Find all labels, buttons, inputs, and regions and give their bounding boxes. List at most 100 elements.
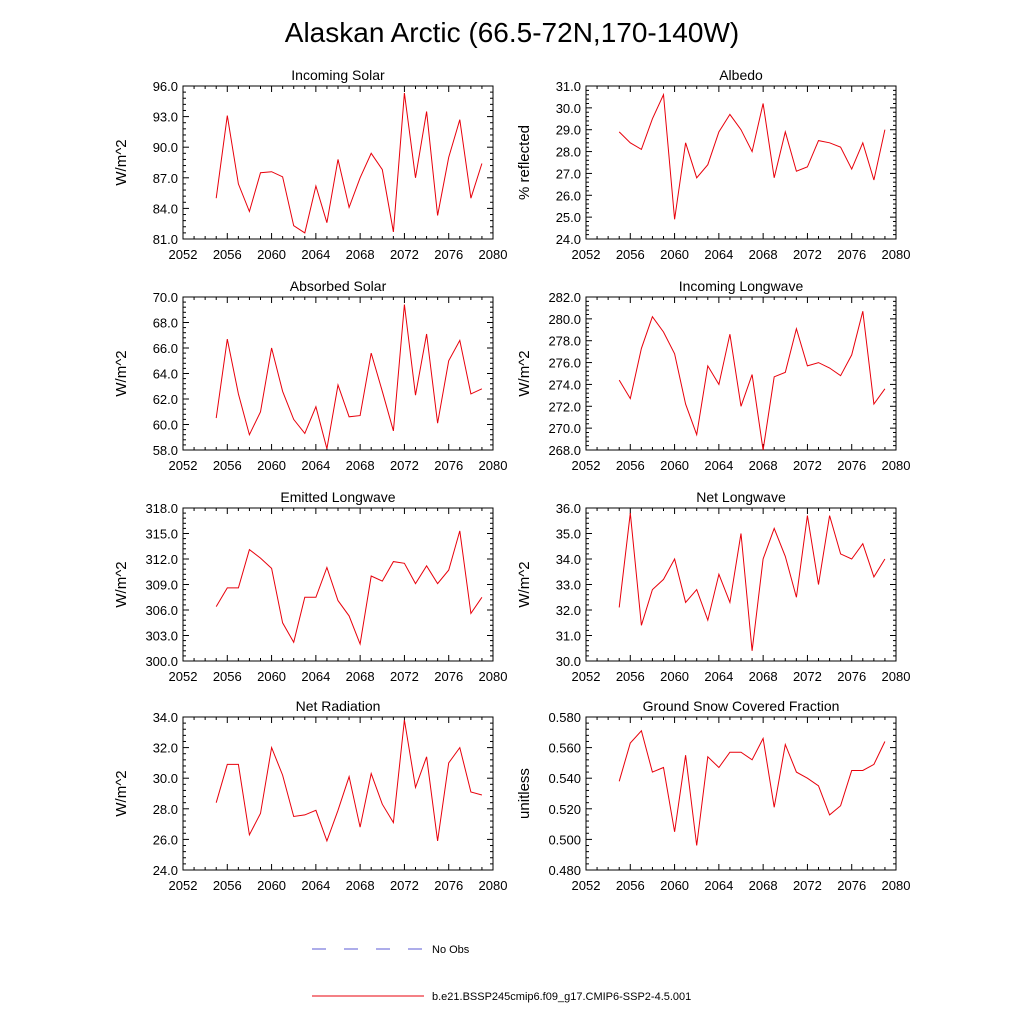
plot-frame [182, 85, 494, 240]
x-tick-label: 2080 [882, 247, 911, 262]
series-line-albedo [618, 92, 886, 220]
x-tick-label: 2072 [390, 878, 419, 893]
plot-frame [585, 85, 897, 240]
y-tick-label: 0.560 [548, 741, 581, 756]
x-tick-label: 2056 [213, 247, 242, 262]
legend-label-no-obs: No Obs [432, 944, 470, 956]
x-tick-label: 2072 [793, 247, 822, 262]
y-axis-label: unitless [516, 768, 533, 819]
x-tick-label: 2068 [346, 247, 375, 262]
y-tick-label: 87.0 [153, 171, 178, 186]
y-tick-label: 28.0 [556, 145, 581, 160]
y-tick-label: 68.0 [153, 316, 178, 331]
x-tick-label: 2068 [346, 669, 375, 684]
y-tick-label: 62.0 [153, 392, 178, 407]
y-axis-label: W/m^2 [113, 139, 130, 185]
figure-title: Alaskan Arctic (66.5-72N,170-140W) [285, 17, 739, 48]
y-tick-label: 31.0 [556, 629, 581, 644]
x-tick-label: 2060 [660, 669, 689, 684]
x-tick-label: 2060 [660, 247, 689, 262]
x-tick-label: 2064 [301, 669, 330, 684]
x-tick-label: 2076 [837, 669, 866, 684]
x-tick-label: 2068 [346, 878, 375, 893]
x-tick-label: 2080 [882, 878, 911, 893]
panel-emitted-longwave: Emitted Longwave 300.0 303.0 306.0 309.0 312.… [113, 489, 507, 684]
x-tick-label: 2072 [793, 458, 822, 473]
y-tick-label: 58.0 [153, 443, 178, 458]
panel-title: Emitted Longwave [280, 489, 395, 505]
x-tick-label: 2076 [837, 247, 866, 262]
y-tick-label: 303.0 [145, 629, 178, 644]
x-tick-label: 2064 [704, 247, 733, 262]
y-tick-label: 280.0 [548, 312, 581, 327]
plot-frame [585, 296, 897, 451]
x-tick-label: 2068 [749, 669, 778, 684]
y-tick-label: 30.0 [556, 654, 581, 669]
y-tick-label: 24.0 [153, 863, 178, 878]
y-tick-label: 31.0 [556, 79, 581, 94]
y-tick-label: 84.0 [153, 201, 178, 216]
y-tick-label: 26.0 [153, 832, 178, 847]
y-tick-label: 24.0 [556, 232, 581, 247]
y-tick-label: 0.580 [548, 710, 581, 725]
y-tick-label: 0.520 [548, 802, 581, 817]
y-tick-label: 268.0 [548, 443, 581, 458]
y-tick-label: 270.0 [548, 421, 581, 436]
x-tick-label: 2080 [479, 247, 508, 262]
panel-incoming-longwave: Incoming Longwave 268.0 270.0 272.0 274.0 276… [516, 278, 910, 473]
panels: Incoming Solar 81.0 84.0 87.0 90.0 93.0 96.0 20… [113, 67, 910, 893]
panel-title: Net Longwave [696, 489, 786, 505]
y-tick-label: 93.0 [153, 110, 178, 125]
y-tick-label: 30.0 [153, 771, 178, 786]
x-tick-label: 2064 [704, 878, 733, 893]
y-tick-label: 0.500 [548, 832, 581, 847]
y-tick-label: 32.0 [153, 741, 178, 756]
x-tick-label: 2080 [882, 669, 911, 684]
y-tick-label: 81.0 [153, 232, 178, 247]
x-tick-label: 2080 [479, 669, 508, 684]
y-tick-label: 25.0 [556, 210, 581, 225]
y-tick-label: 96.0 [153, 79, 178, 94]
x-tick-label: 2072 [793, 669, 822, 684]
series-line-absorbed-solar [215, 304, 483, 449]
series-line-net-radiation [215, 720, 483, 843]
panel-title: Albedo [719, 67, 763, 83]
x-tick-label: 2064 [301, 247, 330, 262]
x-tick-label: 2068 [749, 247, 778, 262]
y-tick-label: 300.0 [145, 654, 178, 669]
x-tick-label: 2068 [749, 878, 778, 893]
x-tick-label: 2076 [434, 878, 463, 893]
x-tick-label: 2060 [660, 458, 689, 473]
y-tick-label: 274.0 [548, 377, 581, 392]
x-tick-label: 2080 [882, 458, 911, 473]
x-tick-label: 2056 [616, 247, 645, 262]
x-tick-label: 2072 [390, 669, 419, 684]
x-tick-label: 2052 [169, 878, 198, 893]
y-tick-label: 0.480 [548, 863, 581, 878]
panel-incoming-solar: Incoming Solar 81.0 84.0 87.0 90.0 93.0 96.0 20… [113, 67, 507, 262]
y-tick-label: 34.0 [153, 710, 178, 725]
series-line-ground-snow-covered-fraction [618, 729, 886, 846]
y-axis-label: W/m^2 [516, 350, 533, 396]
x-tick-label: 2076 [837, 458, 866, 473]
y-tick-label: 30.0 [556, 101, 581, 116]
x-tick-label: 2060 [257, 669, 286, 684]
y-tick-label: 27.0 [556, 166, 581, 181]
y-tick-label: 0.540 [548, 771, 581, 786]
y-tick-label: 282.0 [548, 290, 581, 305]
panel-albedo: Albedo 24.0 25.0 26.0 27.0 28.0 29.0 30.0 31.0 20… [516, 67, 910, 262]
legend-label-model: b.e21.BSSP245cmip6.f09_g17.CMIP6-SSP2-4.… [432, 991, 691, 1003]
panel-net-radiation: Net Radiation 24.0 26.0 28.0 30.0 32.0 34.0 205… [113, 698, 507, 893]
x-tick-label: 2052 [572, 878, 601, 893]
x-tick-label: 2056 [213, 458, 242, 473]
y-tick-label: 272.0 [548, 399, 581, 414]
x-tick-label: 2056 [213, 878, 242, 893]
y-tick-label: 60.0 [153, 418, 178, 433]
x-tick-label: 2060 [660, 878, 689, 893]
y-tick-label: 315.0 [145, 527, 178, 542]
y-axis-label: W/m^2 [516, 561, 533, 607]
x-tick-label: 2052 [169, 669, 198, 684]
panel-absorbed-solar: Absorbed Solar 58.0 60.0 62.0 64.0 66.0 68.0 70… [113, 278, 507, 473]
y-tick-label: 32.0 [556, 603, 581, 618]
y-tick-label: 64.0 [153, 367, 178, 382]
